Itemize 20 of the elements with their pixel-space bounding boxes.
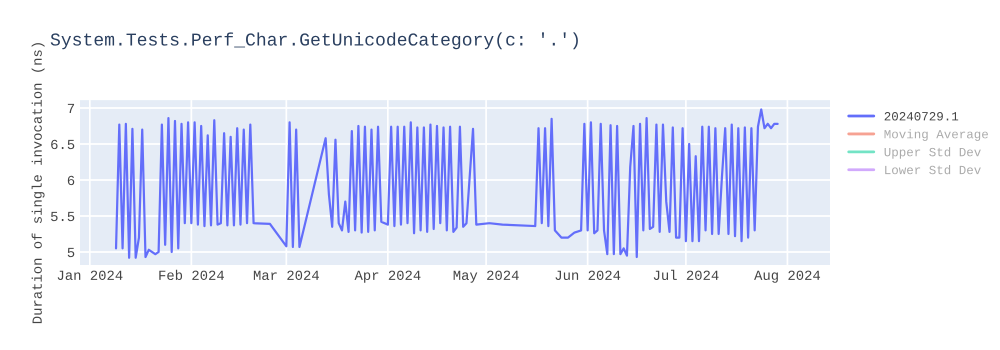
chart-title: System.Tests.Perf_Char.GetUnicodeCategory(c: '.') (50, 32, 578, 50)
y-tick-label: 6.5 (51, 140, 74, 150)
y-tick-label: 7 (68, 104, 74, 114)
x-tick-label: Mar 2024 (254, 270, 319, 280)
x-tick-label: Aug 2024 (754, 270, 820, 283)
y-tick-label: 5 (68, 248, 74, 258)
y-axis-title: Duration of single invocation (ns) (32, 43, 45, 324)
line-series (114, 108, 779, 259)
y-tick-label: 5.5 (51, 212, 74, 222)
x-tick-label: May 2024 (454, 270, 519, 283)
x-tick-label: Jan 2024 (58, 270, 122, 280)
x-tick-label: Apr 2024 (354, 270, 420, 283)
x-tick-label: Feb 2024 (159, 270, 224, 280)
legend-label: Moving Average (884, 129, 988, 141)
legend-label: 20240729.1 (884, 112, 958, 121)
x-tick-label: Jun 2024 (555, 270, 620, 280)
x-tick-label: Jul 2024 (654, 270, 719, 280)
legend-label: Lower Std Dev (885, 165, 981, 174)
y-tick-label: 6 (68, 176, 74, 186)
legend-label: Upper Std Dev (884, 147, 981, 159)
